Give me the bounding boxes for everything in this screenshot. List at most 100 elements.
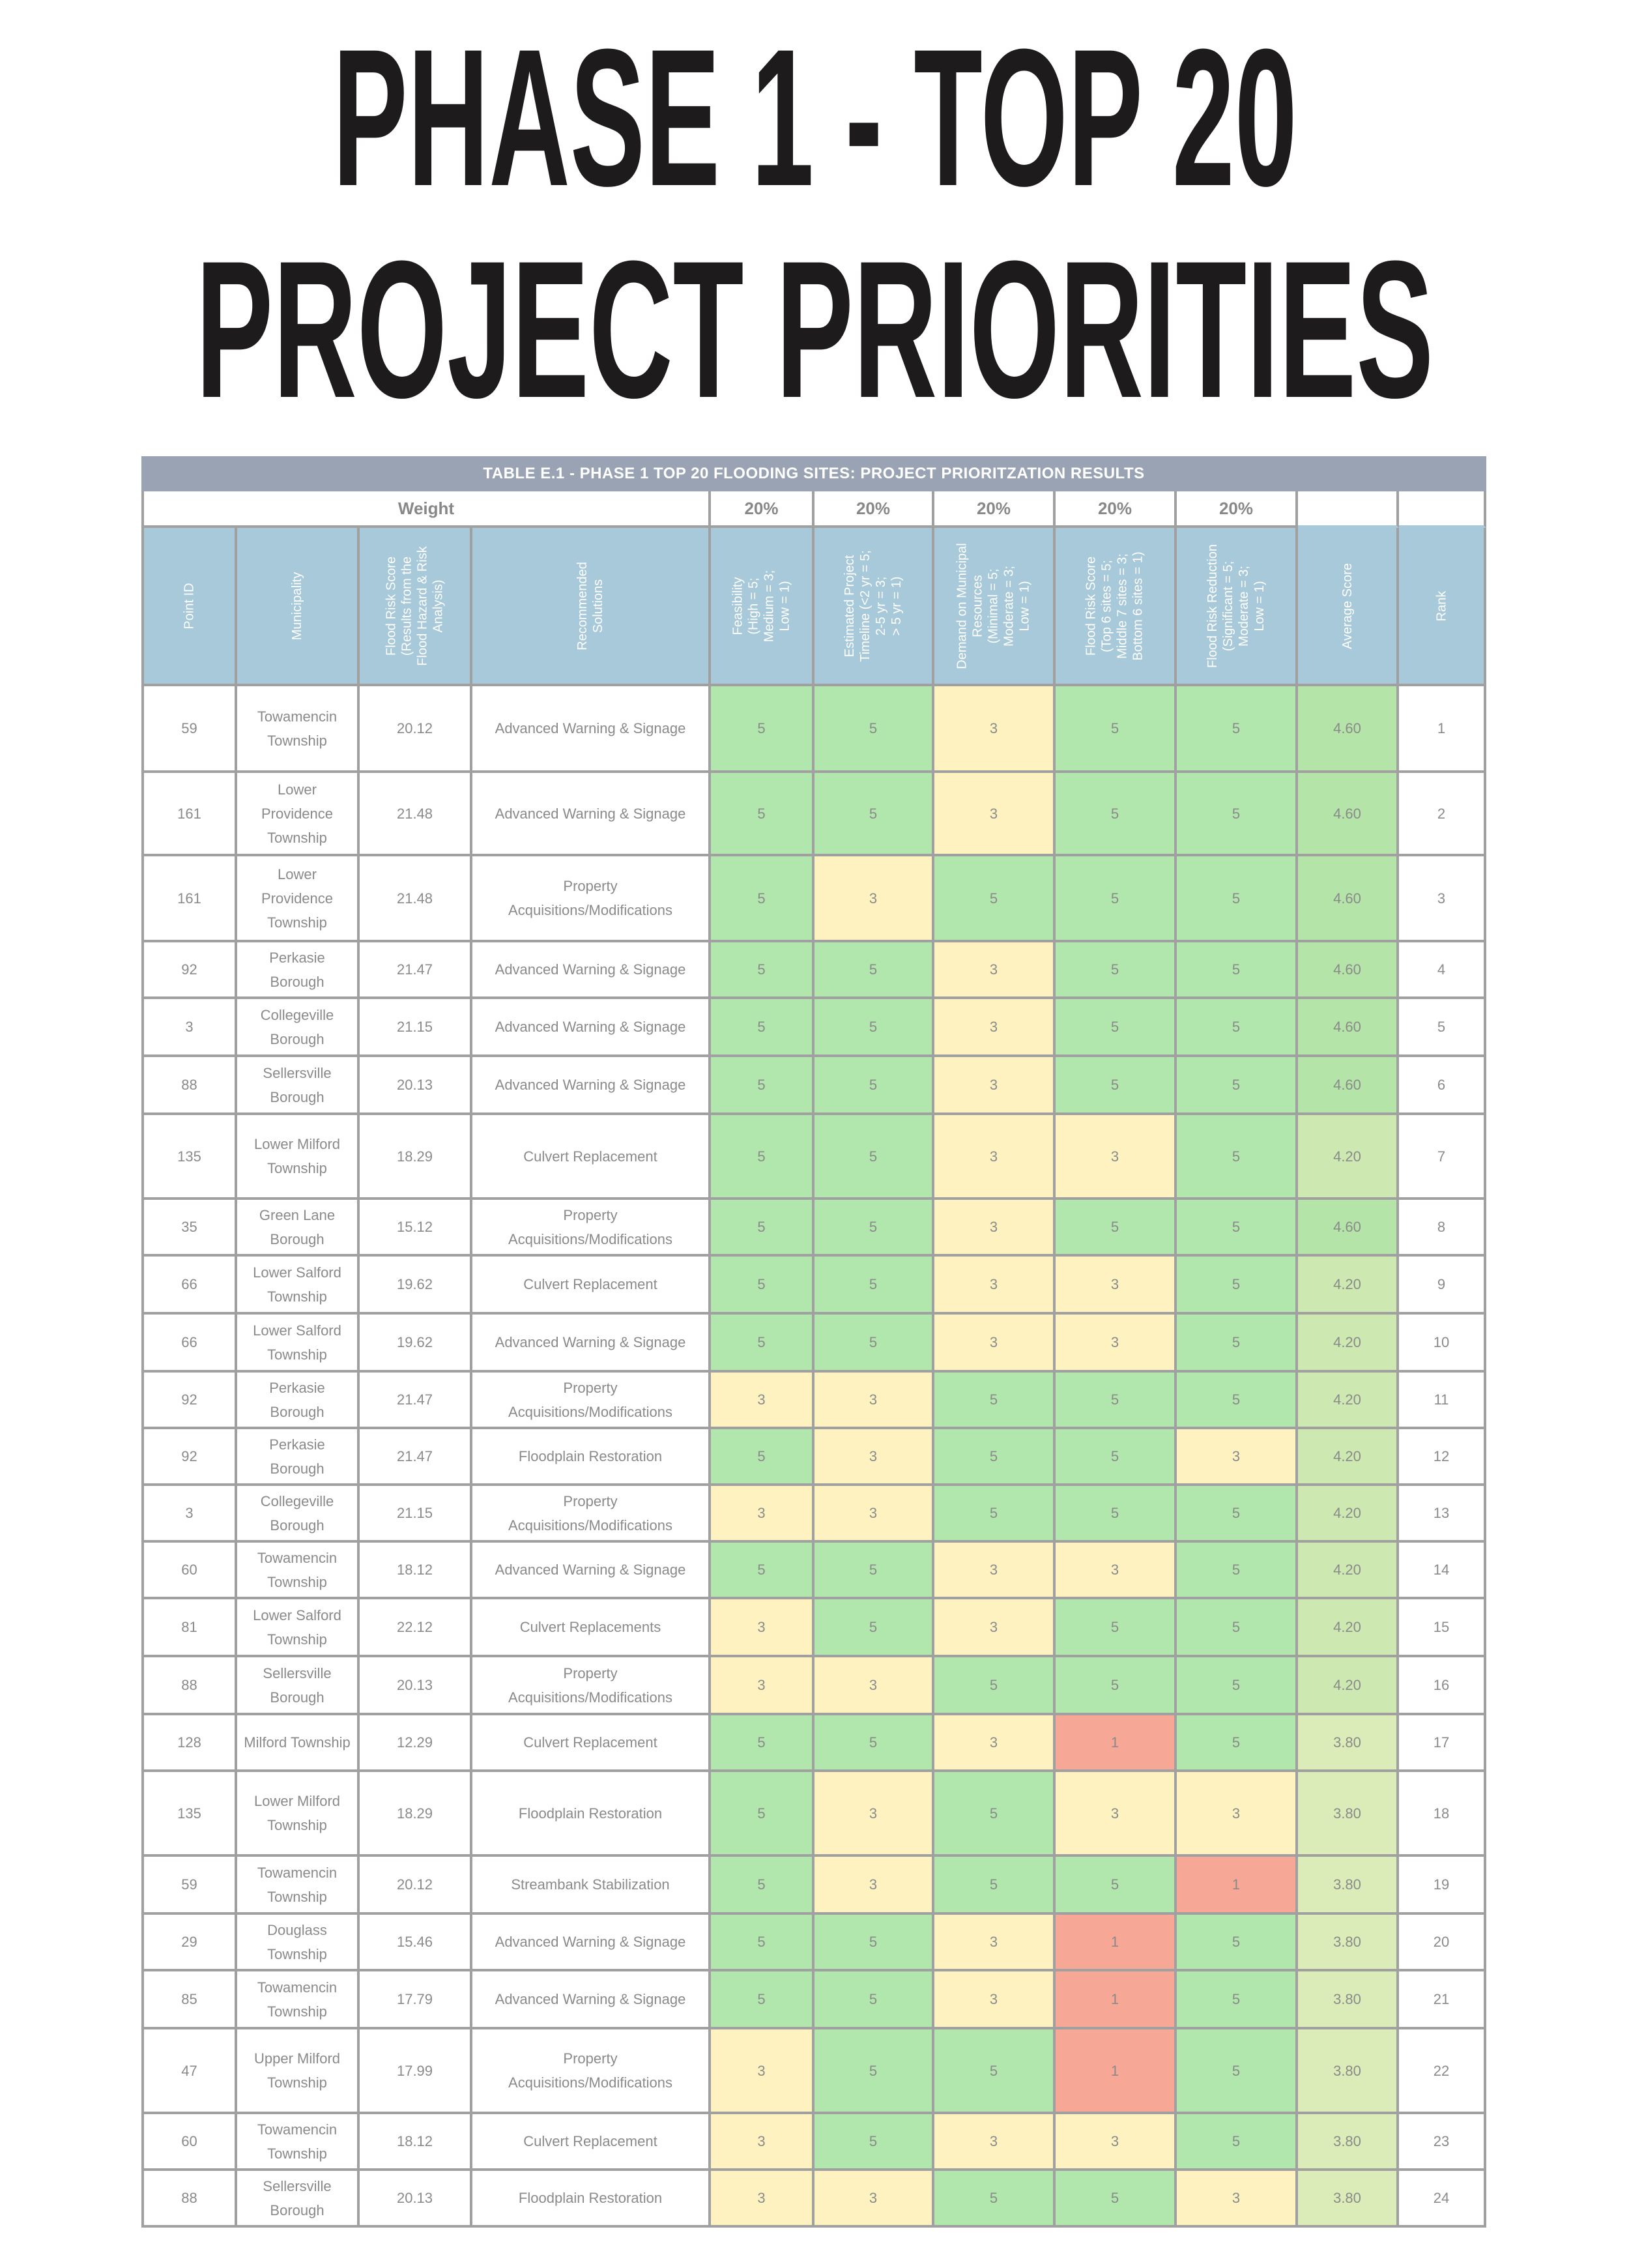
municipality-cell: Douglass Township	[237, 1915, 360, 1971]
solution-cell: Property Acquisitions/Modifications	[472, 1200, 711, 1257]
solution-cell: Advanced Warning & Signage	[472, 1543, 711, 1599]
score-cell: 5	[1056, 686, 1177, 773]
score-cell: 5	[1177, 1971, 1298, 2029]
score-cell: 3	[711, 1486, 814, 1543]
score-cell: 5	[1177, 1057, 1298, 1115]
table-row: 85 Towamencin Township 17.79 Advanced Warni…	[141, 1971, 1486, 2029]
header-label: Average Score	[1340, 562, 1355, 649]
score-cell: 3	[934, 1543, 1056, 1599]
score-cell: 5	[711, 1429, 814, 1486]
flood-risk-score-cell: 17.99	[360, 2029, 472, 2114]
rank-cell: 20	[1399, 1915, 1486, 1971]
average-score-cell: 4.20	[1298, 1543, 1399, 1599]
municipality-cell: Collegeville Borough	[237, 999, 360, 1057]
flood-risk-score-cell: 21.47	[360, 942, 472, 999]
header-average-score: Average Score	[1298, 528, 1399, 686]
score-cell: 3	[814, 1657, 934, 1715]
score-cell: 3	[1177, 1772, 1298, 1857]
score-cell: 3	[934, 1057, 1056, 1115]
point-id-cell: 135	[141, 1115, 237, 1200]
flood-risk-score-cell: 20.13	[360, 1057, 472, 1115]
average-score-cell: 4.20	[1298, 1373, 1399, 1429]
average-header-top	[1298, 491, 1399, 528]
score-cell: 3	[814, 1429, 934, 1486]
header-flood-risk-score: Flood Risk Score (Results from the Flood…	[360, 528, 472, 686]
score-cell: 5	[1177, 1373, 1298, 1429]
flood-risk-score-cell: 18.12	[360, 1543, 472, 1599]
score-cell: 3	[1056, 1115, 1177, 1200]
score-cell: 5	[814, 1257, 934, 1315]
rank-cell: 18	[1399, 1772, 1486, 1857]
point-id-cell: 88	[141, 1057, 237, 1115]
solution-cell: Culvert Replacement	[472, 2114, 711, 2171]
average-score-cell: 4.60	[1298, 1200, 1399, 1257]
header-label: Point ID	[182, 582, 197, 630]
solution-cell: Floodplain Restoration	[472, 1429, 711, 1486]
municipality-cell: Sellersville Borough	[237, 2171, 360, 2228]
average-score-cell: 4.60	[1298, 773, 1399, 856]
average-score-cell: 4.20	[1298, 1257, 1399, 1315]
table-row: 60 Towamencin Township 18.12 Culvert Replac…	[141, 2114, 1486, 2171]
score-cell: 5	[711, 1915, 814, 1971]
header-label: Recommended Solutions	[575, 561, 605, 650]
point-id-cell: 3	[141, 1486, 237, 1543]
score-cell: 3	[934, 1715, 1056, 1772]
table-row: 135 Lower Milford Township 18.29 Floodplain…	[141, 1772, 1486, 1857]
rank-cell: 17	[1399, 1715, 1486, 1772]
score-cell: 5	[1056, 773, 1177, 856]
flood-risk-score-cell: 21.15	[360, 999, 472, 1057]
score-cell: 5	[711, 1257, 814, 1315]
score-cell: 5	[1056, 1057, 1177, 1115]
header-label: Feasibility (High = 5; Medium = 3; Low =…	[730, 570, 792, 642]
average-score-cell: 3.80	[1298, 2114, 1399, 2171]
score-cell: 5	[711, 999, 814, 1057]
flood-risk-score-cell: 21.48	[360, 856, 472, 942]
flood-risk-score-cell: 18.29	[360, 1772, 472, 1857]
score-cell: 5	[1177, 1115, 1298, 1200]
score-cell: 5	[814, 999, 934, 1057]
header-risk-reduction: Flood Risk Reduction (Significant = 5; M…	[1177, 528, 1298, 686]
score-cell: 3	[1056, 1257, 1177, 1315]
solution-cell: Property Acquisitions/Modifications	[472, 856, 711, 942]
score-cell: 5	[934, 1429, 1056, 1486]
flood-risk-score-cell: 20.12	[360, 1857, 472, 1915]
score-cell: 5	[711, 1315, 814, 1373]
average-score-cell: 4.60	[1298, 686, 1399, 773]
rank-cell: 10	[1399, 1315, 1486, 1373]
score-cell: 5	[814, 1599, 934, 1657]
average-score-cell: 3.80	[1298, 2171, 1399, 2228]
municipality-cell: Upper Milford Township	[237, 2029, 360, 2114]
score-cell: 5	[1177, 856, 1298, 942]
table-row: 59 Towamencin Township 20.12 Streambank Sta…	[141, 1857, 1486, 1915]
municipality-cell: Lower Milford Township	[237, 1772, 360, 1857]
municipality-cell: Towamencin Township	[237, 1543, 360, 1599]
rank-cell: 24	[1399, 2171, 1486, 2228]
rank-cell: 9	[1399, 1257, 1486, 1315]
score-cell: 5	[1056, 1373, 1177, 1429]
flood-risk-score-cell: 15.12	[360, 1200, 472, 1257]
average-score-cell: 3.80	[1298, 1715, 1399, 1772]
table-row: 66 Lower Salford Township 19.62 Advanced Wa…	[141, 1315, 1486, 1373]
table-row: 92 Perkasie Borough 21.47 Floodplain Restor…	[141, 1429, 1486, 1486]
flood-risk-score-cell: 19.62	[360, 1315, 472, 1373]
municipality-cell: Green Lane Borough	[237, 1200, 360, 1257]
score-cell: 3	[1056, 2114, 1177, 2171]
average-score-cell: 4.60	[1298, 942, 1399, 999]
score-cell: 5	[934, 1857, 1056, 1915]
score-cell: 3	[1056, 1543, 1177, 1599]
rank-cell: 2	[1399, 773, 1486, 856]
rank-cell: 8	[1399, 1200, 1486, 1257]
score-cell: 3	[934, 1315, 1056, 1373]
score-cell: 5	[814, 1915, 934, 1971]
score-cell: 5	[934, 1373, 1056, 1429]
score-cell: 1	[1056, 2029, 1177, 2114]
solution-cell: Advanced Warning & Signage	[472, 942, 711, 999]
municipality-cell: Lower Salford Township	[237, 1599, 360, 1657]
point-id-cell: 161	[141, 856, 237, 942]
score-cell: 1	[1056, 1915, 1177, 1971]
score-cell: 5	[934, 856, 1056, 942]
municipality-cell: Towamencin Township	[237, 1971, 360, 2029]
rank-cell: 3	[1399, 856, 1486, 942]
point-id-cell: 3	[141, 999, 237, 1057]
score-cell: 3	[711, 2029, 814, 2114]
